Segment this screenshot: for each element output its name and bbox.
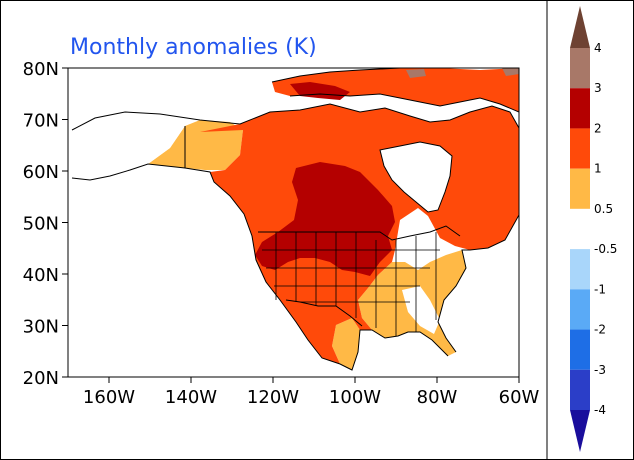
colorbar: 4 3 2 1 0.5 -0.5 -1 -2 -3 -4 <box>570 6 617 452</box>
colorbar-segment <box>570 249 590 290</box>
y-tick-label: 50N <box>23 214 59 235</box>
y-tick-label: 40N <box>23 265 59 286</box>
anomaly-region-prairies <box>255 162 395 276</box>
colorbar-label: 1 <box>594 162 602 176</box>
anomaly-region-arctic-islands <box>272 68 519 112</box>
anomaly-region-arctic-brown-2 <box>502 68 519 76</box>
y-tick-label: 80N <box>23 59 59 80</box>
x-tick-label: 140W <box>165 387 217 408</box>
colorbar-label: -4 <box>594 403 606 417</box>
colorbar-max-triangle <box>570 6 590 48</box>
colorbar-min-triangle <box>570 410 590 452</box>
colorbar-label: 4 <box>594 41 602 55</box>
anomaly-region-alaska-white <box>72 112 185 180</box>
x-tick-label: 120W <box>247 387 299 408</box>
colorbar-label: -3 <box>594 363 606 377</box>
colorbar-segment <box>570 88 590 129</box>
x-axis: 160W 140W 120W 100W 80W 60W <box>83 377 540 408</box>
colorbar-segment <box>570 369 590 410</box>
colorbar-segment <box>570 289 590 330</box>
x-tick-label: 100W <box>329 387 381 408</box>
arctic-islands-outline <box>271 68 519 113</box>
us-canada-border <box>258 225 461 241</box>
colorbar-label: 0.5 <box>594 202 613 216</box>
y-axis: 80N 70N 60N 50N 40N 30N 20N <box>23 59 68 389</box>
anomaly-region-hudson-quebec <box>380 142 452 212</box>
state-borders <box>262 232 440 336</box>
colorbar-label: 2 <box>594 121 602 135</box>
map-panel <box>67 67 520 378</box>
x-tick-label: 160W <box>83 387 135 408</box>
colorbar-segment <box>570 168 590 209</box>
colorbar-segment <box>570 329 590 370</box>
colorbar-label: -1 <box>594 282 606 296</box>
colorbar-label: -2 <box>594 323 606 337</box>
hudson-bay-outline <box>379 141 453 213</box>
colorbar-segment <box>570 48 590 89</box>
y-tick-label: 60N <box>23 162 59 183</box>
anomaly-region-alaska-edge <box>148 120 243 170</box>
coastline-north-america <box>71 103 519 371</box>
colorbar-segment <box>570 208 590 250</box>
us-mexico-border <box>285 299 363 327</box>
colorbar-segment <box>570 128 590 169</box>
map-title: Monthly anomalies (K) <box>70 35 317 60</box>
anomaly-region-mexico-edge <box>332 318 360 370</box>
x-tick-label: 60W <box>499 387 540 408</box>
colorbar-label: -0.5 <box>594 242 617 256</box>
y-tick-label: 20N <box>23 368 59 389</box>
anomaly-region-arctic-brown-1 <box>406 69 426 78</box>
colorbar-label: 3 <box>594 81 602 95</box>
anomaly-region-florida <box>402 286 440 334</box>
x-tick-label: 80W <box>417 387 458 408</box>
y-tick-label: 70N <box>23 111 59 132</box>
y-tick-label: 30N <box>23 317 59 338</box>
